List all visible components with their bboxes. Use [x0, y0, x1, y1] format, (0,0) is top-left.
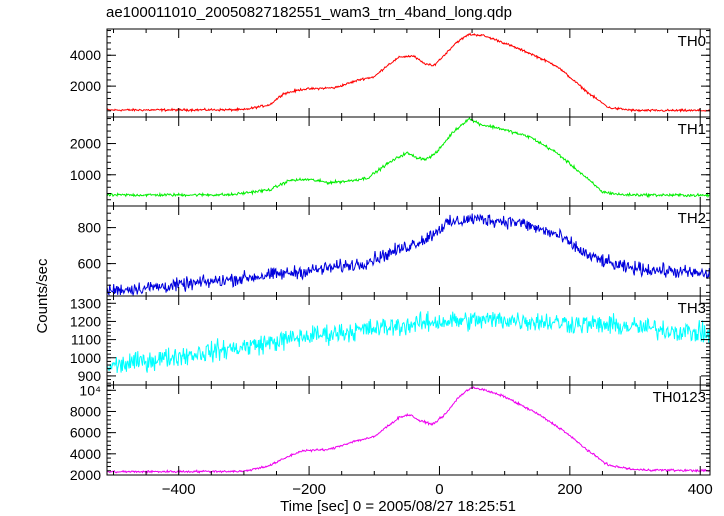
y-tick-label: 2000: [70, 467, 101, 483]
y-tick-label: 4000: [70, 446, 101, 462]
y-tick-label: 800: [78, 220, 102, 236]
panel-frame: [106, 384, 711, 476]
y-tick-label: 2000: [70, 78, 101, 94]
y-tick-label: 6000: [70, 425, 101, 441]
panel-th3: 900 1000 1100 1200 1300 TH3: [70, 295, 711, 386]
x-tick-label: 200: [557, 481, 582, 498]
y-tick-label: 900: [78, 368, 102, 384]
panel-name-label: TH0123: [653, 389, 706, 406]
y-axis-label: Counts/sec: [34, 258, 51, 334]
panel-th2: 600 800 TH2: [78, 205, 711, 297]
y-tick-label: 1000: [70, 350, 101, 366]
panel-group: 20004000TH010002000TH1600800TH2900100011…: [70, 28, 713, 498]
x-tick-label: −400: [162, 481, 196, 498]
panel-frame: [106, 116, 711, 207]
series-th3-line: [106, 311, 711, 373]
series-th0123-line: [106, 386, 711, 474]
x-tick-label: 0: [435, 481, 443, 498]
chart-title: ae100011010_20050827182551_wam3_trn_4ban…: [106, 4, 512, 21]
panel-name-label: TH0: [678, 33, 706, 50]
x-axis-label: Time [sec] 0 = 2005/08/27 18:25:51: [280, 498, 516, 515]
series-th2-line: [106, 213, 711, 297]
y-tick-label: 1000: [70, 167, 101, 183]
y-tick-label: 10⁴: [79, 382, 101, 398]
y-tick-label: 1200: [70, 313, 101, 329]
y-tick-label: 600: [78, 256, 102, 272]
panel-th0123: 2000 4000 6000 8000 10⁴ TH0123: [70, 382, 711, 483]
y-tick-label: 1100: [71, 332, 101, 348]
x-tick-label: −200: [292, 481, 326, 498]
y-tick-label: 1300: [70, 295, 101, 311]
x-tick-label: 400: [688, 481, 713, 498]
y-tick-label: 2000: [70, 136, 101, 152]
series-th0-line: [106, 32, 711, 113]
panel-th0: 2000 4000 TH0: [70, 28, 711, 118]
panel-name-label: TH3: [678, 300, 706, 317]
y-tick-label: 4000: [70, 47, 101, 63]
panel-name-label: TH1: [678, 121, 706, 138]
panel-frame: [106, 295, 711, 386]
panel-frame: [106, 28, 711, 118]
panel-th1: 1000 2000 TH1: [70, 116, 711, 207]
series-th1-line: [106, 117, 711, 199]
y-tick-label: 8000: [70, 403, 101, 419]
panel-name-label: TH2: [678, 210, 706, 227]
